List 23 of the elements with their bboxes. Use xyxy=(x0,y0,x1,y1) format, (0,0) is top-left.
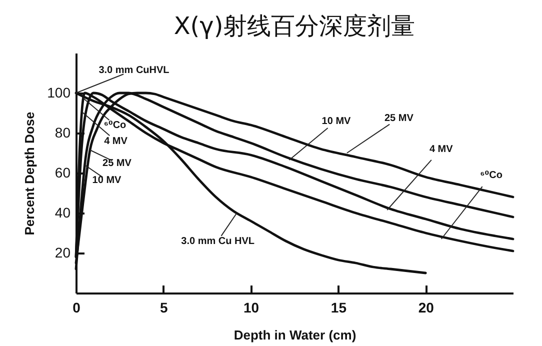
y-tick-label: 60 xyxy=(54,164,71,180)
annotation: ⁶⁰Co xyxy=(104,120,126,131)
annotation: 10 MV xyxy=(322,116,352,127)
y-axis-title: Percent Depth Dose xyxy=(22,112,38,236)
annotation: 25 MV xyxy=(384,113,414,124)
x-tick-label: 5 xyxy=(160,300,168,316)
y-tick-label: 20 xyxy=(54,244,71,260)
y-tick-label: 40 xyxy=(54,204,71,220)
y-tick-label: 80 xyxy=(54,124,71,140)
annotation: 4 MV xyxy=(429,144,454,155)
x-tick-label: 0 xyxy=(72,300,81,316)
annotation: 3.0 mm Cu HVL xyxy=(181,236,254,247)
x-tick-label: 20 xyxy=(418,300,434,316)
x-axis-title: Depth in Water (cm) xyxy=(234,328,356,342)
y-tick-label: 100 xyxy=(47,84,71,100)
annotation: ⁶⁰Co xyxy=(480,170,502,181)
x-tick-label: 15 xyxy=(330,300,347,316)
x-tick-label: 10 xyxy=(244,300,260,316)
annotation: 25 MV xyxy=(102,158,132,169)
annotation: 10 MV xyxy=(92,175,122,186)
annotation: 4 MV xyxy=(104,136,128,147)
annotation: 3.0 mm CuHVL xyxy=(98,65,170,76)
chart-title: X(γ)射线百分深度剂量 xyxy=(174,12,416,40)
